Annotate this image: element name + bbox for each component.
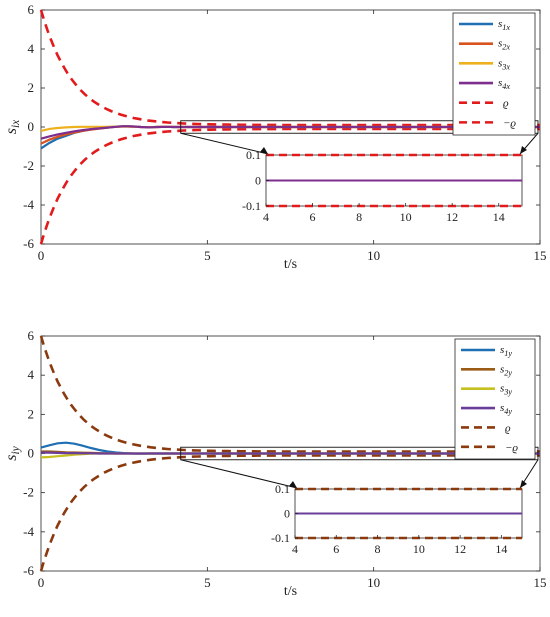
inset-chart: 4 6 8 10 12 14 -0.1 0 0.1: [271, 482, 523, 556]
legend-label-s4y: s4y: [500, 402, 512, 416]
legend-label-s3x: s3x: [498, 57, 510, 71]
x-tick-label: 5: [204, 575, 211, 590]
zoom-arrow-left: [180, 459, 298, 489]
legend-label-s1x: s1x: [498, 18, 510, 32]
lower-bound-line: [39, 454, 540, 572]
zoom-arrow-left-head: [260, 147, 268, 154]
inset-x-tick-label: 4: [263, 210, 269, 224]
upper-bound-line: [39, 9, 540, 127]
x-tick-label: 5: [204, 248, 211, 263]
inset-y-tick-label: 0.1: [275, 482, 290, 496]
x-axis-label: t/s: [284, 584, 297, 599]
legend-label-s2y: s2y: [500, 363, 512, 377]
y-tick-label: -4: [23, 197, 34, 212]
legend-label-lower-bound: −ϱ: [505, 442, 518, 454]
legend-box: [452, 12, 536, 136]
inset-x-tick-label: 12: [454, 542, 466, 556]
inset-x-tick-label: 6: [333, 542, 339, 556]
inset-x-tick-label: 10: [400, 210, 412, 224]
series-line-s4x: [40, 125, 540, 140]
y-tick-label: 6: [28, 2, 35, 17]
legend-label-upper-bound: ϱ: [505, 422, 511, 434]
x-tick-label: 15: [534, 248, 547, 263]
x-tick-label: 10: [367, 248, 380, 263]
inset-x-tick-label: 14: [493, 210, 505, 224]
inset-y-tick-label: 0.1: [246, 148, 261, 162]
y-tick-label: -2: [23, 158, 34, 173]
inset-y-tick-label: 0: [255, 174, 261, 188]
legend-label-s3y: s3y: [500, 383, 512, 397]
inset-y-tick-label: -0.1: [242, 199, 261, 213]
y-tick-label: 0: [28, 446, 35, 461]
y-axis-label: siy: [3, 445, 22, 460]
inset-x-tick-label: 8: [375, 542, 381, 556]
inset-x-tick-label: 10: [413, 542, 425, 556]
inset-x-tick-label: 4: [292, 542, 298, 556]
y-tick-label: 4: [28, 367, 35, 382]
y-tick-label: -6: [23, 563, 34, 578]
legend-label-lower-bound: −ϱ: [503, 117, 516, 129]
legend: s1x s2x s3x s4x ϱ −ϱ: [452, 12, 536, 136]
inset-chart: 4 6 8 10 12 14 -0.1 0 0.1: [242, 148, 523, 224]
legend-label-upper-bound: ϱ: [503, 98, 509, 110]
y-tick-label: -2: [23, 485, 34, 500]
zoom-arrow-left-head: [289, 481, 297, 488]
upper-bound-line: [39, 335, 540, 453]
chart-panel-1: 0 5 10 15 -6 -4 -2 0 2 4 6 t/s six 4 6 8 10 12 14 -0.1 0 0.1 s…: [3, 2, 547, 272]
y-tick-label: -4: [23, 524, 34, 539]
x-tick-label: 0: [38, 575, 45, 590]
legend-label-s1y: s1y: [500, 344, 512, 358]
zoom-arrow-left: [180, 132, 269, 155]
legend-label-s4x: s4x: [498, 77, 510, 91]
chart-panel-2: 0 5 10 15 -6 -4 -2 0 2 4 6 t/s siy 4 6 8 10 12 14 -0.1 0 0.1 s…: [3, 328, 547, 599]
zoom-arrow-right-head: [520, 480, 527, 488]
legend: s1y s2y s3y s4y ϱ −ϱ: [454, 338, 536, 460]
legend-box: [454, 338, 536, 460]
x-axis-label: t/s: [284, 257, 297, 272]
inset-x-tick-label: 8: [356, 210, 362, 224]
y-tick-label: -6: [23, 236, 34, 251]
lower-bound-line: [39, 127, 540, 245]
y-tick-label: 4: [28, 41, 35, 56]
x-tick-label: 15: [534, 575, 547, 590]
inset-y-tick-label: 0: [284, 507, 290, 521]
inset-x-tick-label: 6: [310, 210, 316, 224]
legend-label-s2x: s2x: [498, 38, 510, 52]
y-tick-label: 6: [28, 328, 35, 343]
y-tick-label: 2: [28, 406, 35, 421]
inset-x-tick-label: 12: [446, 210, 458, 224]
inset-y-tick-label: -0.1: [271, 531, 290, 545]
inset-x-tick-label: 14: [495, 542, 507, 556]
x-tick-label: 0: [38, 248, 45, 263]
zoom-arrow-right-head: [520, 146, 527, 154]
series-line-s4y: [40, 451, 540, 455]
x-tick-label: 10: [367, 575, 380, 590]
y-tick-label: 2: [28, 80, 35, 95]
y-axis-label: six: [3, 119, 22, 134]
y-tick-label: 0: [28, 119, 35, 134]
zoom-region-box: [180, 120, 539, 134]
zoom-region-box: [180, 446, 539, 461]
